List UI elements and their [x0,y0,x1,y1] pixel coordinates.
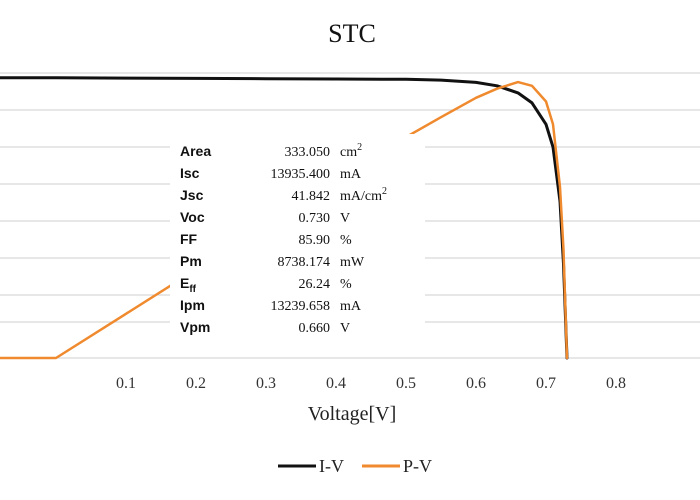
parameter-value: 0.730 [299,211,331,226]
chart-title: STC [328,19,376,48]
parameter-value: 41.842 [292,189,331,204]
parameter-unit: mW [340,255,365,270]
parameter-value: 85.90 [299,233,331,248]
x-tick-label: 0.3 [256,375,276,392]
parameter-table-background [170,134,425,334]
x-tick-label: 0.1 [116,375,136,392]
legend: I-V P-V [278,456,432,476]
parameter-unit: % [340,277,352,292]
parameter-name: Vpm [180,319,210,335]
parameter-unit: V [340,321,350,336]
parameter-name: Jsc [180,187,204,203]
legend-iv-label: I-V [319,456,344,476]
iv-curve-line [0,76,569,360]
parameter-name: Isc [180,165,200,181]
legend-pv-label: P-V [403,456,432,476]
x-tick-label: 0.2 [186,375,206,392]
parameter-unit: cm2 [340,142,362,160]
parameter-name: FF [180,231,198,247]
parameter-value: 26.24 [299,277,331,292]
parameter-unit: % [340,233,352,248]
parameter-name: Voc [180,209,205,225]
x-tick-label: 0.4 [326,375,346,392]
parameter-unit: mA/cm2 [340,186,387,204]
parameter-name: Ipm [180,297,205,313]
parameter-name: Area [180,143,211,159]
parameter-value: 8738.174 [278,255,331,270]
parameter-unit: mA [340,299,362,314]
parameter-value: 13935.400 [271,167,331,182]
x-tick-labels: 0.1 0.2 0.3 0.4 0.5 0.6 0.7 0.8 [116,375,626,392]
x-tick-label: 0.8 [606,375,626,392]
x-axis-label: Voltage[V] [308,403,397,425]
x-tick-label: 0.5 [396,375,416,392]
x-tick-label: 0.7 [536,375,556,392]
parameter-value: 13239.658 [271,299,331,314]
parameter-value: 0.660 [299,321,331,336]
parameter-name: Pm [180,253,202,269]
parameter-unit: mA [340,167,362,182]
parameter-unit: V [340,211,350,226]
x-tick-label: 0.6 [466,375,486,392]
parameter-value: 333.050 [285,145,331,160]
parameter-table: Area 333.050 cm2 Isc 13935.400 mA Jsc 41.842 mA/… [170,134,425,336]
